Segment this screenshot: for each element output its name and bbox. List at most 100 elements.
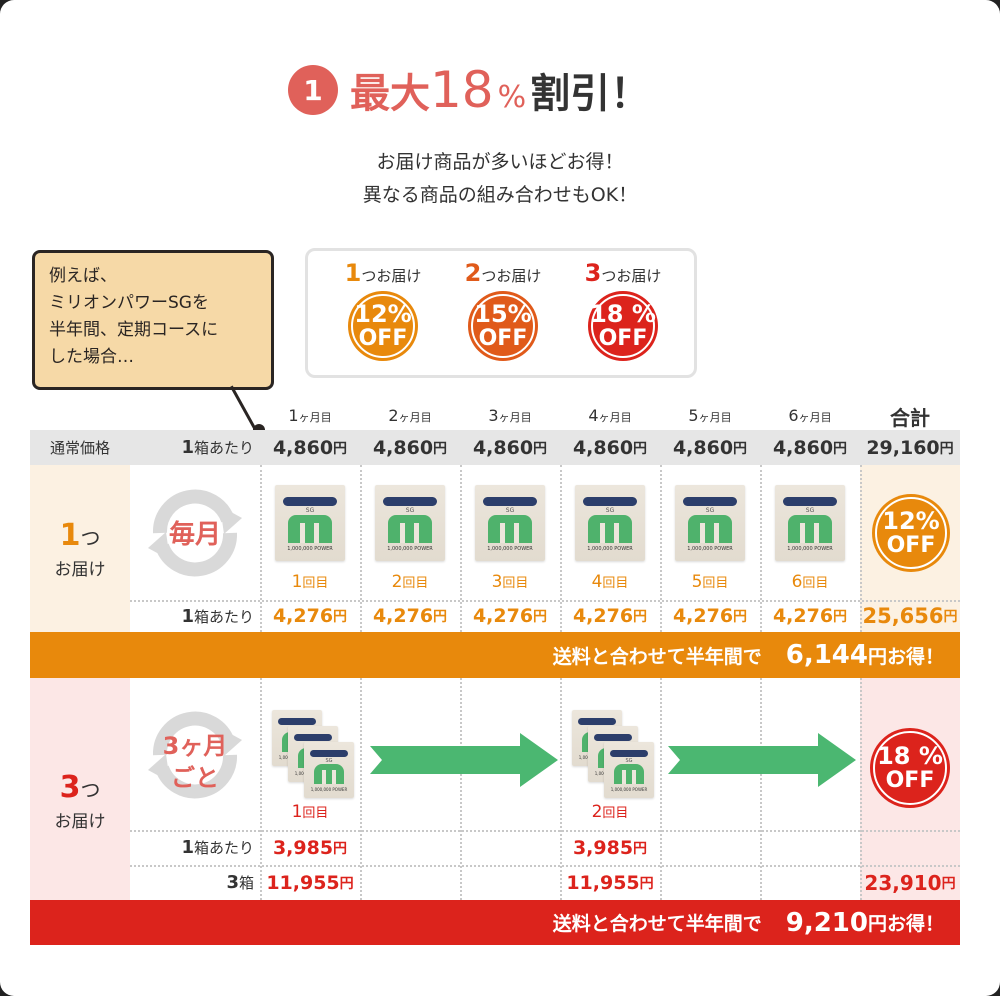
badge-off: OFF: [886, 533, 936, 558]
monthly-savings-bar: 送料と合わせて半年間で 6,144 円お得！: [30, 632, 960, 678]
delivery-number-4: 4回目: [591, 572, 629, 592]
badge-percent: 15%: [474, 300, 532, 328]
cycle-label-quarterly-line1: 3ヶ月: [162, 732, 228, 760]
headline-percent-sign: %: [497, 80, 527, 115]
green-arrow-icon: [370, 733, 558, 787]
badge-off: OFF: [358, 326, 408, 351]
grid-line: [460, 465, 462, 632]
regular-price-m1: 4,860 円: [272, 436, 348, 459]
callout-line: 半年間、定期コースに: [49, 320, 219, 340]
callout-line: した場合…: [49, 347, 134, 367]
regular-price-m5: 4,860 円: [672, 436, 748, 459]
monthly-per-box-label: 1 箱あたり: [181, 605, 254, 627]
quarterly-per-box-price-1: 3,985 円: [272, 836, 348, 859]
badge-percent: 12%: [354, 300, 412, 328]
green-arrow-icon: [668, 733, 856, 787]
badge-percent: 18 %: [590, 300, 656, 328]
badge-off: OFF: [598, 326, 648, 351]
grid-line: [360, 465, 362, 632]
example-callout: 例えば、 ミリオンパワーSGを 半年間、定期コースに した場合…: [32, 250, 274, 390]
off-badge-18: 18 % OFF: [588, 291, 658, 361]
regular-price-row: [30, 430, 960, 465]
step-number-badge: 1: [288, 65, 338, 115]
plan-tsu: つ: [80, 525, 101, 550]
monthly-price-m1: 4,276 円: [272, 605, 348, 627]
monthly-price-m3: 4,276 円: [472, 605, 548, 627]
grid-line: [130, 865, 960, 867]
grid-line: [860, 678, 862, 900]
delivery-number-1: 1回目: [291, 802, 329, 822]
monthly-price-m4: 4,276 円: [572, 605, 648, 627]
savings-amount: 6,144: [785, 640, 868, 670]
headline: 1 最大 18% 割引！: [288, 61, 651, 119]
callout-line: ミリオンパワーSGを: [49, 293, 209, 313]
delivery-number-3: 3回目: [491, 572, 529, 592]
regular-price-label: 通常価格: [49, 439, 110, 457]
monthly-price-m5: 4,276 円: [672, 605, 748, 627]
grid-line: [660, 465, 662, 632]
headline-max: 最大: [350, 71, 430, 117]
off-badge-12: 12% OFF: [348, 291, 418, 361]
regular-price-m4: 4,860 円: [572, 436, 648, 459]
badge-off: OFF: [478, 326, 528, 351]
savings-suffix: 円お得！: [867, 645, 944, 668]
grid-line: [360, 678, 362, 900]
grid-line: [560, 678, 562, 900]
badge-off: OFF: [885, 768, 935, 793]
month-header-3: 3ヶ月目: [488, 406, 532, 425]
grid-line: [660, 678, 662, 900]
monthly-off-badge: 12% OFF: [872, 494, 950, 572]
monthly-plan-label: 1つ お届け: [30, 465, 130, 632]
callout-pointer-line: [230, 385, 257, 431]
quarterly-price-total: 23,910 円: [864, 870, 956, 895]
quarterly-per-box-price-2: 3,985 円: [572, 836, 648, 859]
grid-line: [760, 678, 762, 900]
total-header: 合計: [890, 406, 930, 430]
plan-todoke: お届け: [54, 559, 106, 580]
month-header-5: 5ヶ月目: [688, 406, 732, 425]
delivery-number-5: 5回目: [691, 572, 729, 592]
headline-discount: 割引！: [530, 71, 651, 117]
cycle-arrows-icon: [148, 489, 242, 577]
tier-count: 1: [344, 259, 362, 287]
month-header-1: 1ヶ月目: [288, 406, 332, 425]
savings-suffix: 円お得！: [867, 913, 944, 935]
regular-per-box-label: 1 箱あたり: [181, 437, 254, 458]
off-badge-15: 15% OFF: [468, 291, 538, 361]
delivery-number-1: 1回目: [291, 572, 329, 592]
grid-line: [260, 678, 262, 900]
regular-price-m2: 4,860 円: [372, 436, 448, 459]
savings-text: 送料と合わせて半年間で: [552, 913, 762, 935]
regular-price-m3: 4,860 円: [472, 436, 548, 459]
savings-text: 送料と合わせて半年間で: [552, 645, 762, 668]
tier-label: つお届け: [481, 267, 542, 285]
quarterly-savings-bar: 送料と合わせて半年間で 9,210 円お得！: [30, 900, 960, 945]
plan-count: 1: [59, 517, 81, 553]
tier-count: 3: [584, 259, 602, 287]
month-header-4: 4ヶ月目: [588, 406, 632, 425]
plan-count: 3: [59, 770, 81, 805]
regular-price-total: 29,160 円: [866, 436, 954, 459]
discount-tiers-box: 1つお届け 12% OFF 2つお届け 15% OFF 3つお届け 18 % O…: [305, 248, 697, 378]
callout-line: 例えば、: [49, 266, 117, 286]
quarterly-plan-label-bg: [30, 678, 130, 900]
regular-price-m6: 4,860 円: [772, 436, 848, 459]
delivery-number-2: 2回目: [391, 572, 429, 592]
savings-amount: 9,210: [785, 907, 868, 938]
discount-tier-3: 3つお届け 18 % OFF: [568, 259, 678, 361]
badge-percent: 18 %: [877, 742, 943, 770]
monthly-price-m6: 4,276 円: [772, 605, 848, 627]
month-header-6: 6ヶ月目: [788, 406, 832, 425]
discount-tier-1: 1つお届け 12% OFF: [328, 259, 438, 361]
quarterly-three-box-price-1: 11,955 円: [266, 871, 354, 894]
month-header-2: 2ヶ月目: [388, 406, 432, 425]
grid-line: [130, 600, 960, 602]
